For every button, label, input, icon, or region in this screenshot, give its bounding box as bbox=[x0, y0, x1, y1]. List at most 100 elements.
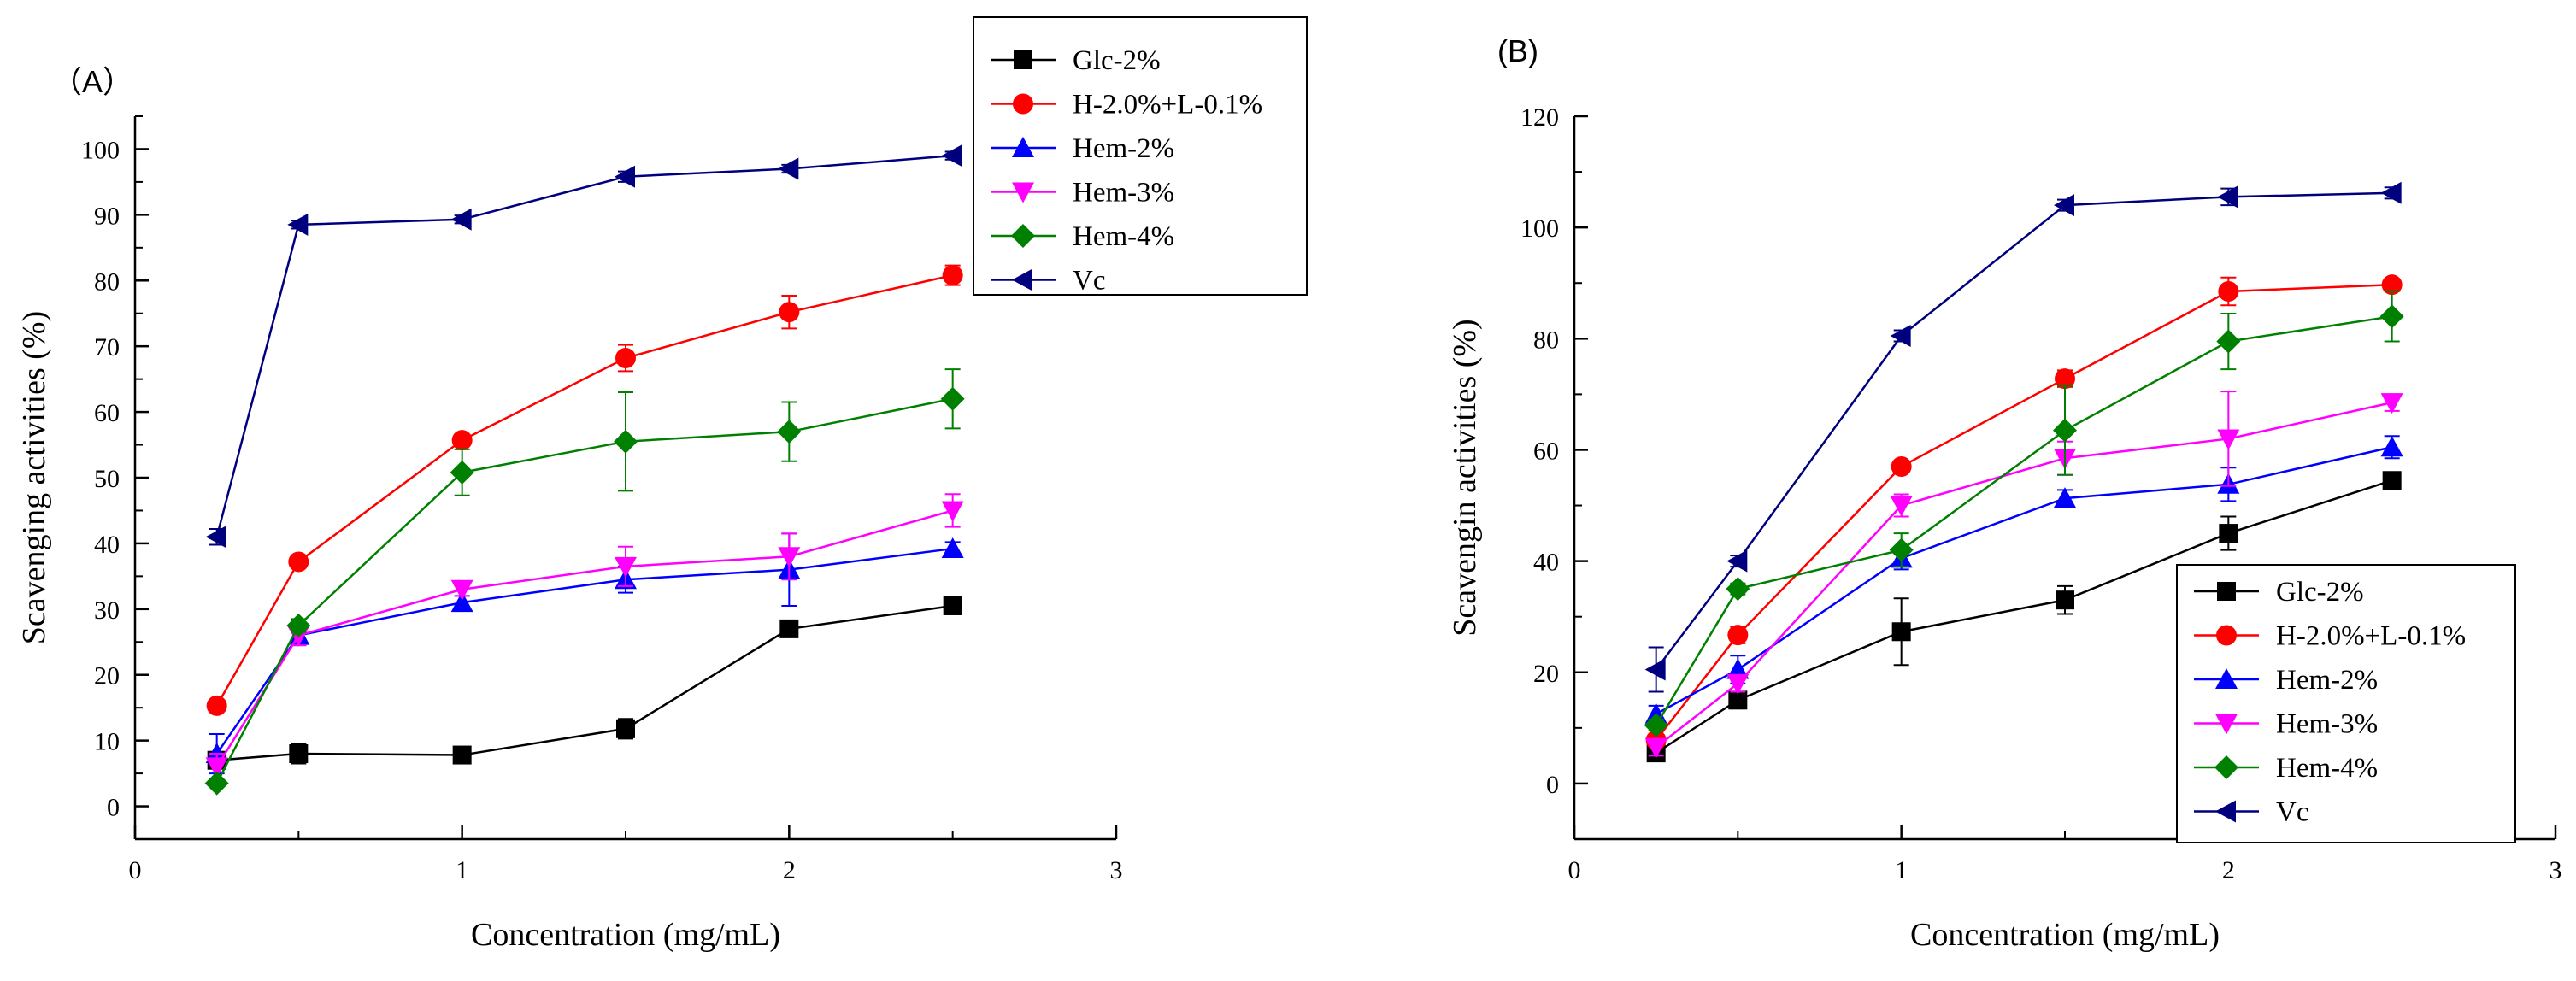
legend-marker bbox=[2215, 668, 2238, 689]
series-Glc-2% bbox=[1646, 471, 2402, 763]
data-point bbox=[1644, 713, 1668, 737]
data-point bbox=[1644, 702, 1667, 724]
data-point bbox=[286, 614, 311, 638]
legend-item: Hem-4% bbox=[991, 221, 1174, 252]
data-point bbox=[2055, 368, 2075, 390]
data-point bbox=[450, 579, 473, 601]
data-point bbox=[940, 386, 965, 411]
data-point bbox=[1727, 625, 1749, 646]
legend-label: Hem-2% bbox=[1073, 133, 1174, 164]
data-point bbox=[615, 348, 636, 369]
series-line bbox=[1655, 283, 2392, 741]
legend-marker bbox=[2214, 755, 2238, 779]
data-point bbox=[1890, 325, 1911, 348]
legend-item: Hem-3% bbox=[2194, 709, 2378, 740]
legend-label: Glc-2% bbox=[2276, 577, 2364, 608]
data-point bbox=[941, 537, 964, 559]
data-point bbox=[287, 213, 309, 236]
x-axis-title: Concentration (mg/mL) bbox=[471, 917, 780, 953]
legend-marker bbox=[1012, 137, 1034, 157]
series-Glc-2% bbox=[207, 596, 962, 770]
legend-item: Hem-2% bbox=[2194, 665, 2378, 696]
data-point bbox=[1644, 737, 1667, 759]
series-line bbox=[1655, 315, 2392, 726]
x-tick-label: 0 bbox=[1568, 856, 1581, 884]
panel-label: (B) bbox=[1497, 33, 1538, 68]
data-point bbox=[204, 771, 229, 796]
data-point bbox=[615, 165, 635, 188]
y-tick-label: 80 bbox=[94, 267, 120, 296]
data-point bbox=[615, 556, 637, 578]
y-tick-label: 0 bbox=[1546, 771, 1559, 799]
data-point bbox=[2381, 274, 2403, 296]
data-point bbox=[451, 430, 473, 451]
series-Hem-4% bbox=[1644, 290, 2404, 737]
legend-marker bbox=[1014, 50, 1032, 69]
y-axis-title: Scavengin activities (%) bbox=[1447, 319, 1483, 636]
x-tick-label: 2 bbox=[2222, 856, 2235, 884]
legend-item: Hem-4% bbox=[2194, 753, 2378, 784]
data-point bbox=[1728, 690, 1748, 710]
data-point bbox=[1644, 658, 1666, 681]
data-point bbox=[288, 551, 309, 573]
data-point bbox=[1891, 622, 1911, 642]
data-point bbox=[205, 757, 228, 778]
x-tick-label: 3 bbox=[2550, 856, 2562, 884]
legend-label: Vc bbox=[1073, 266, 1105, 297]
data-point bbox=[206, 695, 227, 716]
data-point bbox=[778, 157, 799, 180]
legend-item: Glc-2% bbox=[991, 45, 1161, 76]
legend-label: Hem-3% bbox=[1073, 178, 1174, 209]
legend-item: Hem-3% bbox=[991, 178, 1174, 209]
y-tick-label: 100 bbox=[1520, 214, 1559, 243]
data-point bbox=[614, 429, 638, 454]
series-line bbox=[216, 604, 953, 761]
data-point bbox=[2219, 524, 2238, 543]
y-tick-label: 20 bbox=[1533, 660, 1559, 688]
data-point bbox=[450, 460, 474, 485]
data-point bbox=[2054, 487, 2076, 508]
data-point bbox=[779, 302, 800, 323]
data-point bbox=[289, 744, 309, 764]
series-line bbox=[1656, 445, 2392, 715]
y-tick-label: 30 bbox=[94, 596, 120, 625]
legend-label: Hem-4% bbox=[1073, 221, 1174, 252]
data-point bbox=[2380, 436, 2403, 457]
data-point bbox=[2218, 280, 2239, 302]
data-point bbox=[1726, 673, 1750, 695]
series-line bbox=[215, 509, 954, 768]
legend-marker bbox=[1013, 93, 1033, 115]
data-point bbox=[943, 596, 962, 615]
data-point bbox=[2382, 471, 2402, 490]
y-tick-label: 90 bbox=[94, 202, 120, 230]
series-line bbox=[1655, 401, 2392, 749]
data-point bbox=[2216, 329, 2241, 354]
data-point bbox=[2056, 590, 2074, 610]
legend-marker bbox=[1012, 268, 1032, 291]
x-tick-label: 2 bbox=[783, 856, 796, 884]
series-line bbox=[215, 397, 953, 784]
legend-marker bbox=[1011, 224, 1035, 248]
y-tick-label: 120 bbox=[1520, 103, 1559, 132]
y-axis-title: Scavenging activities (%) bbox=[16, 311, 52, 644]
series-line bbox=[215, 547, 953, 755]
series-Vc bbox=[205, 144, 962, 549]
data-point bbox=[941, 501, 964, 522]
series-Hem-3% bbox=[205, 493, 964, 781]
data-point bbox=[778, 547, 801, 568]
legend-marker bbox=[2215, 714, 2238, 735]
legend: Glc-2% H-2.0%+L-0.1% Hem-2% Hem-3% Hem-4% Vc bbox=[973, 16, 1308, 297]
data-point bbox=[942, 265, 963, 286]
legend-item: Glc-2% bbox=[2194, 577, 2364, 608]
series-line bbox=[1655, 479, 2393, 755]
legend-box bbox=[2176, 564, 2516, 843]
x-tick-label: 1 bbox=[456, 856, 468, 884]
legend-label: Hem-2% bbox=[2276, 665, 2378, 696]
data-point bbox=[450, 208, 472, 231]
legend-item: Vc bbox=[2194, 797, 2308, 828]
y-tick-label: 100 bbox=[81, 136, 120, 164]
data-point bbox=[616, 719, 635, 738]
series-line bbox=[215, 154, 953, 537]
data-point bbox=[777, 420, 802, 444]
